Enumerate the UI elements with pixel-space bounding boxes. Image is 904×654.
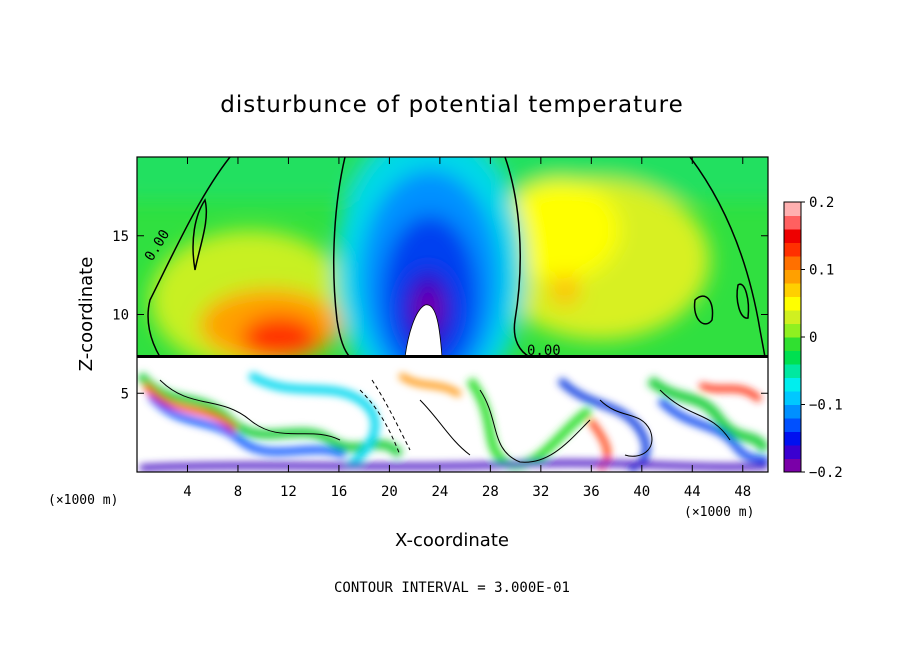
colorbar-segment [784,283,801,297]
y-tick-label: 15 [112,229,129,245]
lower-contour-4 [659,389,731,441]
field-right-yellow2 [500,180,620,280]
colorbar-tick-label: 0 [809,330,817,346]
colorbar-segment [784,310,801,324]
colorbar-segment [784,364,801,378]
contour-label-center: 0.00 [527,343,561,359]
colorbar: 0.2 0.1 0 −0.1 −0.2 [783,195,843,481]
upper-contours [147,157,766,358]
lower-band-red-1 [142,383,238,433]
colorbar-segment [784,377,801,392]
lower-band-red-3 [698,382,763,403]
colorbar-segment [784,458,801,473]
x-axis: 4 8 12 16 20 24 28 32 36 40 44 48 [183,157,751,500]
y-tick-label: 5 [121,386,129,402]
colorbar-segment [784,242,801,257]
colorbar-segment [784,431,801,446]
x-tick-label: 36 [583,484,600,500]
lower-band-orange [398,372,462,398]
lower-contour-dashed-1 [359,389,401,456]
colorbar-segment [784,323,801,338]
y-axis-label: Z-coordinate [76,257,97,372]
warm-plume [404,304,443,358]
contour-right-loop1 [693,295,714,325]
field-left-red [242,316,318,360]
lower-contour-1 [159,379,341,441]
x-tick-label: 44 [684,484,701,500]
lower-band-green-3 [646,376,768,453]
contour-center-right [504,157,531,358]
colorbar-segment [784,418,801,432]
colorbar-tick-label: −0.2 [809,465,843,481]
plot-area [137,157,768,472]
colorbar-segment [784,337,801,351]
colorbar-tick-label: 0.1 [809,263,834,279]
colorbar-segment [784,256,801,270]
lower-band-blue-3 [657,397,768,465]
x-tick-label: 16 [330,484,347,500]
lower-field [137,355,768,472]
x-unit-label-left: (×1000 m) [48,493,118,508]
y-tick-label: 10 [112,308,129,324]
contour-center-left [332,157,351,358]
colorbar-tick-label: −0.1 [809,398,843,414]
lower-contour-5 [419,399,471,456]
lower-contour-dashed-2 [371,379,411,451]
colorbar-segment [784,296,801,311]
colorbar-segment [784,215,801,230]
colorbar-segment [784,404,801,419]
contour-interval: CONTOUR INTERVAL = 3.000E-01 [334,580,570,596]
lower-contour-3 [599,399,653,457]
contour-right-loop2 [736,283,750,319]
colorbar-segment [784,350,801,365]
x-tick-label: 4 [183,484,191,500]
colorbar-tick-label: 0.2 [809,195,834,211]
x-tick-label: 24 [431,484,448,500]
lower-contour-2 [479,389,591,463]
x-tick-label: 28 [482,484,499,500]
x-tick-label: 12 [280,484,297,500]
field-right-orange [551,274,579,306]
x-tick-label: 32 [532,484,549,500]
x-axis-label: X-coordinate [395,530,509,551]
y-axis: 5 10 15 [112,229,768,402]
x-tick-label: 40 [633,484,650,500]
x-tick-label: 8 [234,484,242,500]
lower-band-cyan-1 [247,371,380,469]
colorbar-segment [784,202,801,216]
lower-contours [159,379,731,463]
colorbar-segment [784,391,801,405]
contour-right [689,157,766,358]
x-tick-label: 48 [734,484,751,500]
colorbar-segment [784,445,801,459]
lower-band-blue-1 [147,392,347,459]
contour-left-loop [192,198,208,271]
inversion-line [137,355,768,358]
x-unit-label-right: (×1000 m) [684,505,754,520]
x-tick-label: 20 [381,484,398,500]
lower-band-purple-floor [139,460,768,471]
chart-title: disturbunce of potential temperature [220,92,684,118]
colorbar-segment [784,269,801,284]
colorbar-segment [784,229,801,243]
contour-left [147,157,231,358]
